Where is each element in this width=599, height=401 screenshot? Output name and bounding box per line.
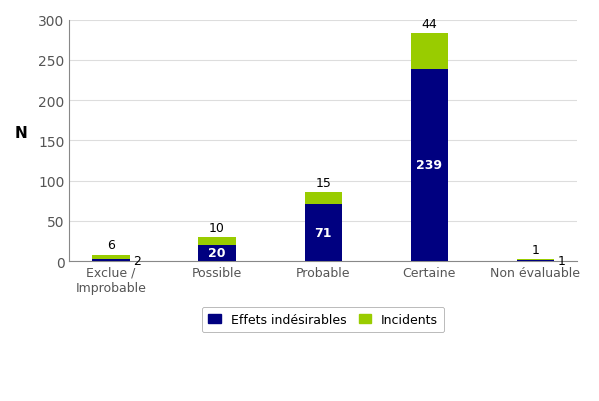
Y-axis label: N: N: [15, 126, 28, 141]
Text: 6: 6: [107, 239, 115, 252]
Text: 1: 1: [557, 255, 565, 267]
Bar: [305, 205, 342, 261]
Text: 44: 44: [422, 18, 437, 31]
Bar: [305, 192, 342, 205]
Bar: [92, 255, 129, 260]
Text: 71: 71: [314, 227, 332, 239]
Text: 239: 239: [416, 159, 442, 172]
Bar: [198, 237, 235, 245]
Text: 1: 1: [531, 243, 539, 257]
Text: 2: 2: [133, 254, 141, 267]
Text: 10: 10: [209, 221, 225, 234]
Text: 20: 20: [208, 247, 226, 260]
Legend: Effets indésirables, Incidents: Effets indésirables, Incidents: [202, 307, 444, 332]
Bar: [198, 245, 235, 261]
Text: 15: 15: [315, 176, 331, 189]
Bar: [411, 34, 448, 69]
Bar: [517, 260, 554, 261]
Bar: [411, 69, 448, 261]
Bar: [92, 260, 129, 261]
